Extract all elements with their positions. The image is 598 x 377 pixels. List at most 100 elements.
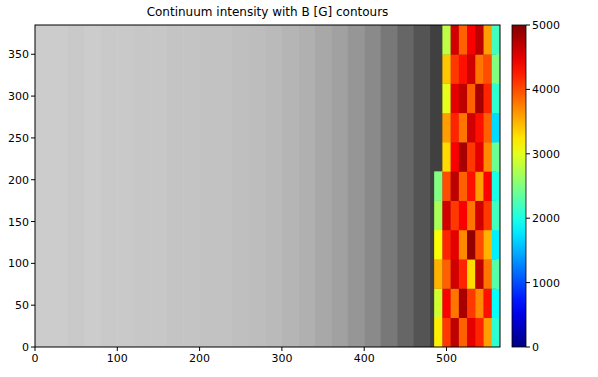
b-cell <box>451 201 460 231</box>
b-cell <box>492 201 500 231</box>
b-cell <box>484 230 493 260</box>
x-tick <box>281 347 282 351</box>
intensity-column <box>397 25 414 347</box>
b-cell <box>467 113 476 143</box>
colorbar-tick-label: 1000 <box>532 277 560 290</box>
colorbar-tick-label: 3000 <box>532 148 560 161</box>
colorbar-tick <box>526 153 530 154</box>
x-tick-label: 400 <box>354 352 375 365</box>
b-cell <box>442 259 451 289</box>
x-tick <box>364 347 365 351</box>
b-cell <box>484 288 493 318</box>
b-cell <box>467 25 476 55</box>
b-cell <box>434 201 443 231</box>
y-tick-label: 0 <box>22 341 29 354</box>
intensity-column <box>216 25 233 347</box>
b-cell <box>492 288 500 318</box>
intensity-column <box>414 25 431 347</box>
title: Continuum intensity with B [G] contours <box>147 5 389 19</box>
b-cell <box>484 318 493 347</box>
b-cell <box>467 288 476 318</box>
b-cell <box>434 230 443 260</box>
y-tick-label: 50 <box>15 299 29 312</box>
b-cell <box>451 171 460 201</box>
b-cell <box>451 113 460 143</box>
b-cell <box>459 259 468 289</box>
b-cell <box>492 171 500 201</box>
b-cell <box>451 318 460 347</box>
b-cell <box>475 230 484 260</box>
b-cell <box>459 318 468 347</box>
y-tick <box>31 305 35 306</box>
b-cell <box>451 288 460 318</box>
intensity-column <box>117 25 134 347</box>
b-cell <box>475 54 484 84</box>
colorbar-tick <box>526 282 530 283</box>
b-cell <box>459 288 468 318</box>
intensity-column <box>101 25 118 347</box>
colorbar-tick-label: 4000 <box>532 83 560 96</box>
b-cell <box>434 171 443 201</box>
intensity-column <box>249 25 266 347</box>
b-cell <box>492 113 500 143</box>
plot-background <box>35 25 500 347</box>
b-cell <box>442 142 451 172</box>
x-tick <box>117 347 118 351</box>
b-cell <box>442 25 451 55</box>
b-cell <box>475 142 484 172</box>
b-cell <box>492 84 500 114</box>
y-tick <box>31 54 35 55</box>
b-cell <box>434 288 443 318</box>
intensity-column <box>68 25 85 347</box>
b-cell <box>442 171 451 201</box>
x-tick-label: 500 <box>436 352 457 365</box>
b-cell <box>467 201 476 231</box>
y-tick <box>31 179 35 180</box>
y-tick <box>31 347 35 348</box>
colorbar <box>512 25 526 347</box>
b-cell <box>475 113 484 143</box>
b-cell <box>492 54 500 84</box>
y-tick-label: 250 <box>8 132 29 145</box>
b-cell <box>492 259 500 289</box>
colorbar-tick-label: 5000 <box>532 19 560 32</box>
intensity-column <box>84 25 101 347</box>
colorbar-tick-label: 0 <box>532 341 539 354</box>
b-cell <box>442 84 451 114</box>
b-cell <box>442 288 451 318</box>
b-cell <box>434 259 443 289</box>
intensity-column <box>282 25 299 347</box>
b-cell <box>484 259 493 289</box>
intensity-column <box>233 25 250 347</box>
b-cell <box>484 25 493 55</box>
b-cell <box>459 201 468 231</box>
colorbar-tick <box>526 347 530 348</box>
intensity-column <box>183 25 200 347</box>
b-cell <box>484 171 493 201</box>
y-tick <box>31 137 35 138</box>
y-tick-label: 100 <box>8 257 29 270</box>
intensity-column <box>35 25 52 347</box>
b-cell <box>475 288 484 318</box>
y-tick <box>31 96 35 97</box>
y-tick-label: 300 <box>8 90 29 103</box>
b-cell <box>467 142 476 172</box>
b-cell <box>484 54 493 84</box>
b-cell <box>451 230 460 260</box>
intensity-column <box>134 25 151 347</box>
b-cell <box>467 84 476 114</box>
b-cell <box>467 259 476 289</box>
b-cell <box>451 259 460 289</box>
b-cell <box>467 230 476 260</box>
b-cell <box>459 171 468 201</box>
b-cell <box>451 54 460 84</box>
b-cell <box>451 25 460 55</box>
b-cell <box>459 84 468 114</box>
colorbar-tick <box>526 218 530 219</box>
y-tick-label: 150 <box>8 216 29 229</box>
y-tick-label: 200 <box>8 174 29 187</box>
b-cell <box>467 171 476 201</box>
intensity-column <box>364 25 381 347</box>
intensity-column <box>331 25 348 347</box>
intensity-column <box>51 25 68 347</box>
